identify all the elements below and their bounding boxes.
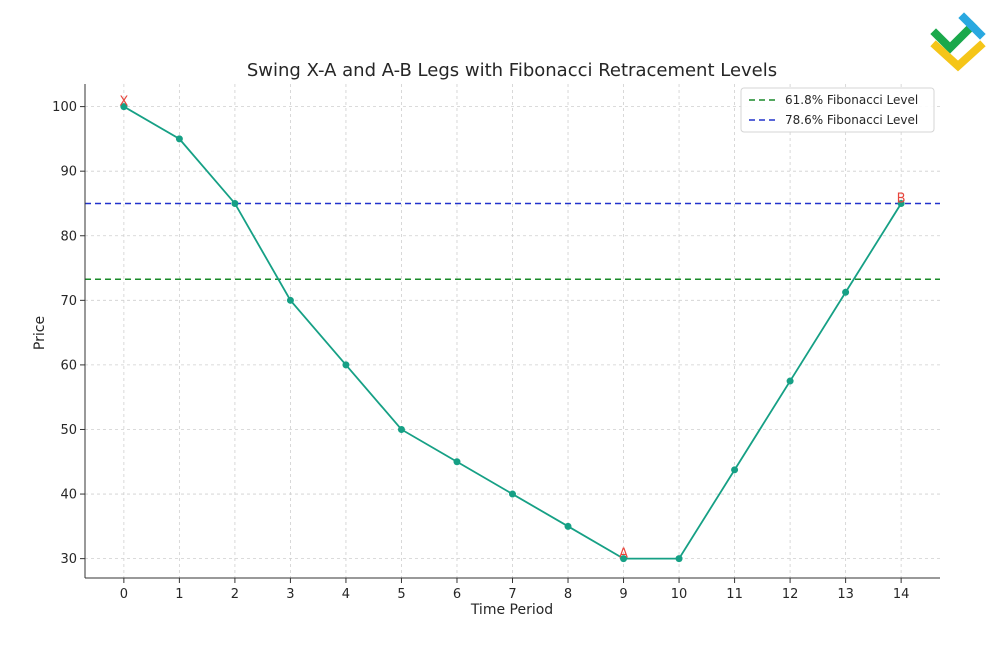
- annotation-label: A: [619, 547, 628, 562]
- data-point: [286, 296, 294, 304]
- x-tick-label: 4: [342, 587, 350, 602]
- y-tick-label: 70: [60, 294, 77, 309]
- grid: [85, 84, 940, 578]
- y-tick-label: 50: [60, 423, 77, 438]
- x-tick-label: 2: [231, 587, 239, 602]
- x-tick-label: 14: [893, 587, 910, 602]
- data-point: [564, 522, 572, 530]
- x-tick-label: 3: [286, 587, 294, 602]
- data-point: [397, 425, 405, 433]
- fibonacci-levels: [85, 202, 940, 281]
- y-tick-label: 40: [60, 488, 77, 503]
- data-point: [842, 288, 850, 296]
- x-axis-label: Time Period: [470, 602, 553, 618]
- legend-entry: 78.6% Fibonacci Level: [785, 113, 918, 127]
- x-tick-label: 10: [671, 587, 688, 602]
- data-point: [120, 103, 128, 111]
- x-tick-label: 13: [837, 587, 854, 602]
- data-point: [231, 199, 239, 207]
- swing-annotations: X A B: [119, 95, 905, 562]
- chart-title: Swing X-A and A-B Legs with Fibonacci Re…: [247, 60, 777, 81]
- x-tick-labels: 0 1 2 3 4 5 6 7 8 9 10 11 12 13 14: [120, 587, 910, 602]
- y-tick-label: 100: [52, 100, 77, 115]
- data-point: [620, 555, 628, 563]
- x-tick-label: 12: [782, 587, 799, 602]
- data-point: [897, 199, 905, 207]
- y-tick-labels: 30 40 50 60 70 80 90 100: [52, 100, 77, 567]
- legend-box: [740, 87, 935, 133]
- legend: 61.8% Fibonacci Level 78.6% Fibonacci Lev…: [740, 87, 935, 133]
- brand-logo: [930, 12, 986, 72]
- x-tick-label: 9: [619, 587, 627, 602]
- y-axis-label: Price: [32, 316, 48, 350]
- annotation-label: B: [897, 191, 906, 206]
- y-tick-label: 90: [60, 165, 77, 180]
- price-series: [120, 103, 905, 563]
- data-point: [731, 466, 739, 474]
- x-tick-label: 11: [726, 587, 743, 602]
- legend-entry: 61.8% Fibonacci Level: [785, 93, 918, 107]
- data-point: [675, 555, 683, 563]
- annotation-label: X: [119, 95, 128, 110]
- data-point: [786, 377, 794, 385]
- data-point: [175, 135, 183, 143]
- y-tick-label: 80: [60, 229, 77, 244]
- data-point: [342, 361, 350, 369]
- x-tick-label: 0: [120, 587, 128, 602]
- axes: [80, 84, 940, 583]
- data-point: [453, 458, 461, 466]
- x-tick-label: 1: [175, 587, 183, 602]
- x-tick-label: 5: [397, 587, 405, 602]
- y-tick-label: 60: [60, 358, 77, 373]
- x-tick-label: 8: [564, 587, 572, 602]
- x-tick-label: 6: [453, 587, 461, 602]
- x-tick-label: 7: [508, 587, 516, 602]
- data-point: [509, 490, 516, 498]
- y-tick-label: 30: [60, 552, 77, 567]
